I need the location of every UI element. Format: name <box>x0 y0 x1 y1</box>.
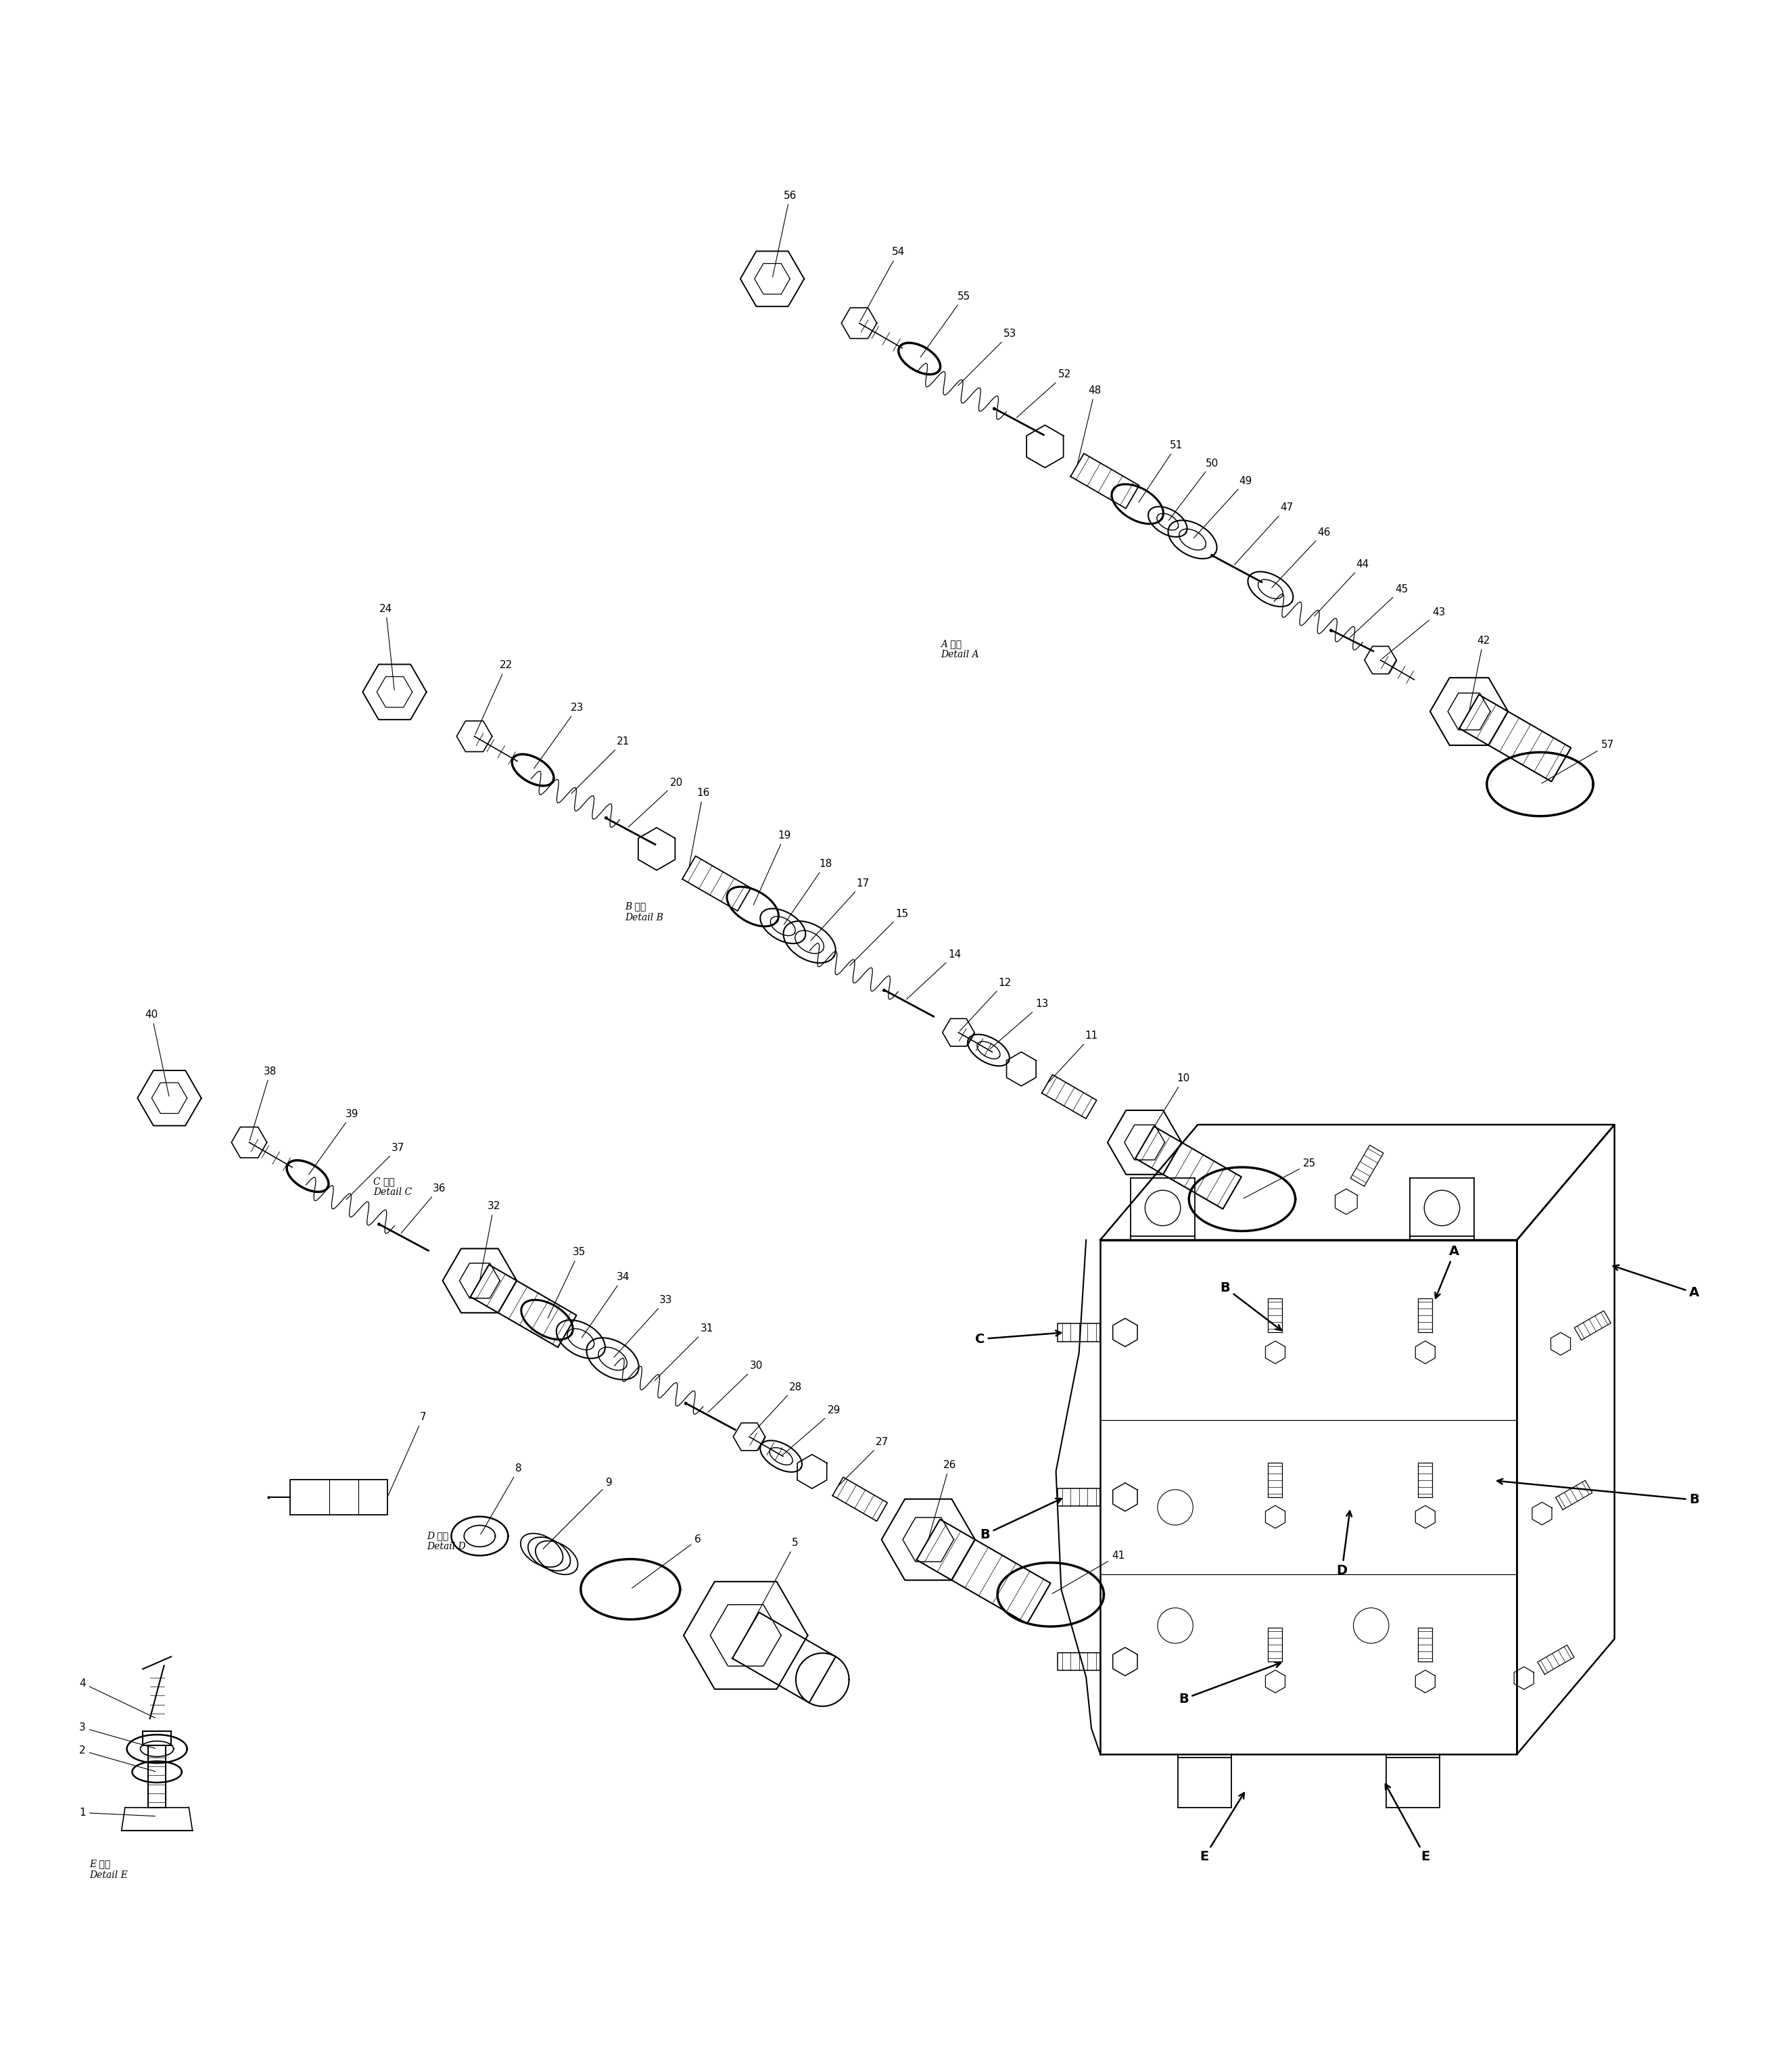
Text: 24: 24 <box>380 603 394 690</box>
Text: A 詳細
Detail A: A 詳細 Detail A <box>941 640 980 659</box>
Text: 32: 32 <box>479 1202 501 1278</box>
Text: B: B <box>1498 1479 1699 1506</box>
Text: 40: 40 <box>146 1009 169 1096</box>
Text: 54: 54 <box>861 247 905 321</box>
Text: 50: 50 <box>1168 458 1218 520</box>
Text: C 詳細
Detail C: C 詳細 Detail C <box>373 1177 412 1198</box>
Text: C: C <box>974 1330 1061 1345</box>
Text: 11: 11 <box>1049 1032 1099 1082</box>
Text: 37: 37 <box>346 1142 405 1200</box>
Text: 22: 22 <box>476 661 513 736</box>
Text: 53: 53 <box>959 329 1017 385</box>
Text: 42: 42 <box>1470 636 1489 709</box>
Text: 27: 27 <box>840 1438 889 1486</box>
Text: 29: 29 <box>783 1405 841 1455</box>
Text: 6: 6 <box>632 1535 701 1587</box>
Text: E: E <box>1386 1784 1431 1863</box>
Text: D 詳細
Detail D: D 詳細 Detail D <box>426 1531 465 1552</box>
Text: 5: 5 <box>747 1537 799 1633</box>
Text: 8: 8 <box>481 1463 522 1535</box>
Text: B 詳細
Detail B: B 詳細 Detail B <box>625 901 664 922</box>
Text: 23: 23 <box>534 702 584 769</box>
Text: 43: 43 <box>1383 607 1445 659</box>
Text: B: B <box>1219 1280 1282 1330</box>
Text: 41: 41 <box>1053 1550 1125 1593</box>
Text: D: D <box>1337 1510 1353 1577</box>
Text: 25: 25 <box>1244 1158 1315 1198</box>
Text: 34: 34 <box>582 1272 630 1339</box>
Text: 10: 10 <box>1145 1073 1189 1142</box>
Text: 15: 15 <box>850 910 909 966</box>
Text: 21: 21 <box>572 736 630 794</box>
Text: 26: 26 <box>928 1461 957 1537</box>
Text: 12: 12 <box>960 978 1012 1032</box>
Text: 48: 48 <box>1077 385 1102 464</box>
Text: 47: 47 <box>1235 503 1292 566</box>
Text: 19: 19 <box>754 831 792 905</box>
Text: 28: 28 <box>751 1382 802 1436</box>
Text: 57: 57 <box>1542 740 1613 783</box>
Text: 30: 30 <box>708 1361 763 1413</box>
Text: 56: 56 <box>772 191 797 278</box>
Text: 31: 31 <box>655 1324 714 1380</box>
Text: 18: 18 <box>785 860 832 924</box>
Text: 14: 14 <box>907 949 962 999</box>
Text: E: E <box>1200 1792 1244 1863</box>
Text: 45: 45 <box>1349 584 1408 638</box>
Text: 4: 4 <box>80 1678 154 1718</box>
Text: 51: 51 <box>1138 441 1182 503</box>
Text: 16: 16 <box>689 787 710 866</box>
Text: 7: 7 <box>389 1413 426 1496</box>
Text: 35: 35 <box>548 1247 586 1318</box>
Text: 52: 52 <box>1017 369 1072 419</box>
Text: 44: 44 <box>1314 559 1369 615</box>
Text: A: A <box>1436 1245 1459 1299</box>
Text: 2: 2 <box>80 1745 154 1772</box>
Text: B: B <box>1179 1662 1280 1705</box>
Text: 49: 49 <box>1195 477 1251 539</box>
Text: 3: 3 <box>80 1722 154 1749</box>
Text: 38: 38 <box>250 1067 277 1140</box>
Text: A: A <box>1613 1266 1699 1299</box>
Text: 1: 1 <box>80 1807 154 1817</box>
Text: 17: 17 <box>811 879 870 941</box>
Text: 9: 9 <box>543 1477 612 1550</box>
Text: E 詳細
Detail E: E 詳細 Detail E <box>89 1859 128 1879</box>
Text: B: B <box>980 1498 1061 1542</box>
Text: 13: 13 <box>990 999 1049 1048</box>
Text: 55: 55 <box>921 292 971 356</box>
Text: 36: 36 <box>401 1183 446 1233</box>
Text: 20: 20 <box>628 777 683 827</box>
Text: 39: 39 <box>309 1109 359 1175</box>
Text: 33: 33 <box>614 1295 673 1357</box>
Text: 46: 46 <box>1271 528 1329 588</box>
